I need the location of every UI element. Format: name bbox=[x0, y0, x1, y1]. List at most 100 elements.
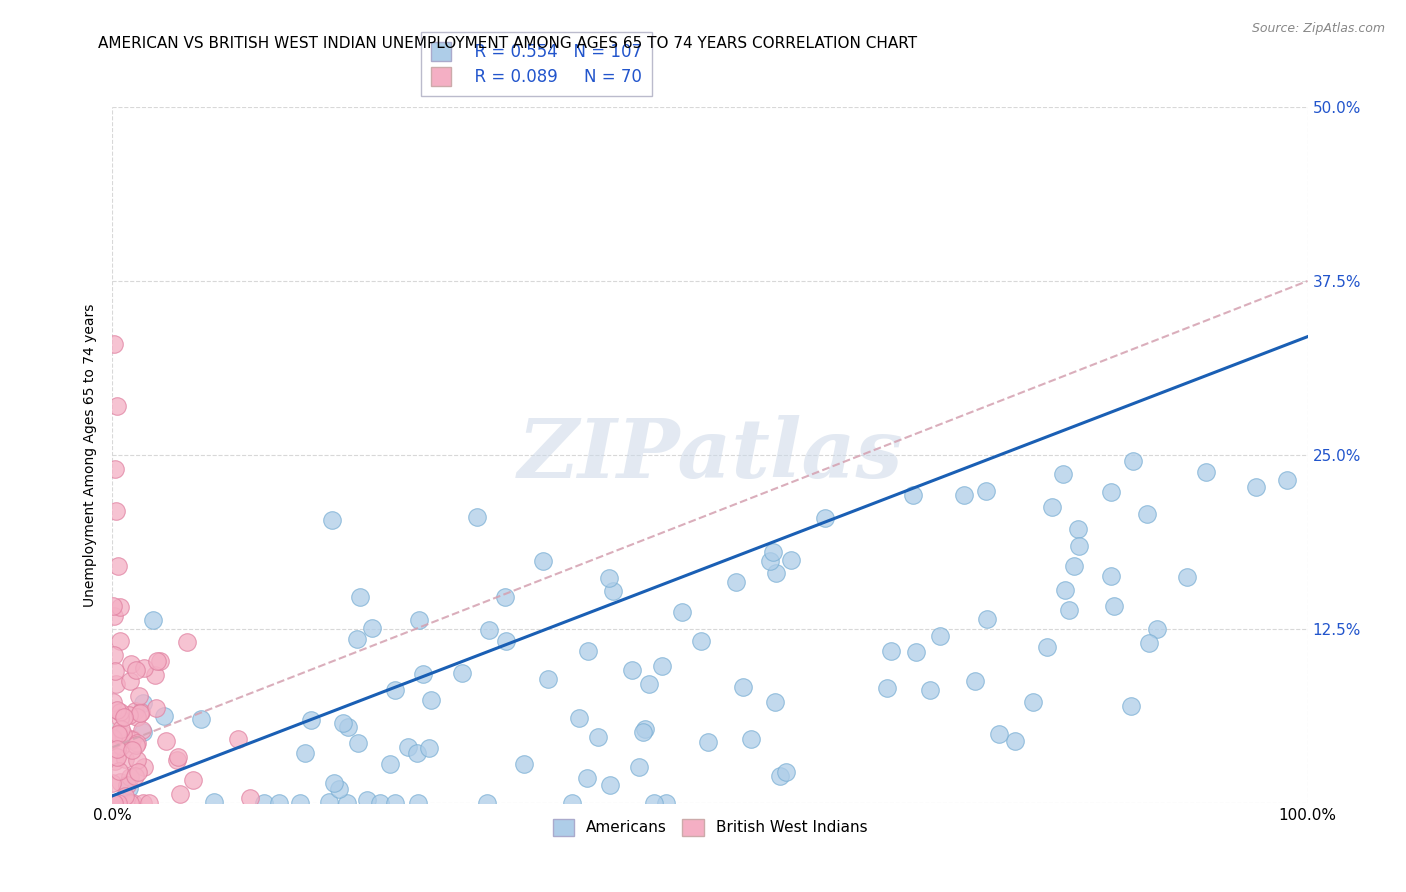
Point bbox=[537, 673, 560, 687]
Point bbox=[142, 613, 165, 627]
Point bbox=[103, 796, 125, 810]
Point bbox=[412, 666, 434, 681]
Point bbox=[586, 731, 609, 745]
Point bbox=[769, 769, 792, 783]
Point bbox=[671, 605, 693, 619]
Point bbox=[1119, 699, 1142, 714]
Point bbox=[478, 623, 501, 637]
Point bbox=[1104, 599, 1126, 614]
Point bbox=[1175, 570, 1198, 584]
Point bbox=[905, 645, 928, 659]
Point bbox=[1057, 603, 1080, 617]
Point bbox=[1194, 465, 1216, 479]
Point bbox=[762, 545, 785, 559]
Point bbox=[1004, 733, 1026, 747]
Point bbox=[114, 752, 136, 766]
Point bbox=[495, 634, 517, 648]
Point bbox=[129, 705, 152, 719]
Point bbox=[169, 787, 191, 801]
Point bbox=[107, 559, 129, 574]
Point bbox=[406, 746, 429, 760]
Point bbox=[637, 676, 659, 690]
Point bbox=[1122, 453, 1144, 467]
Point bbox=[1146, 622, 1168, 636]
Text: Source: ZipAtlas.com: Source: ZipAtlas.com bbox=[1251, 22, 1385, 36]
Point bbox=[134, 660, 156, 674]
Point bbox=[1035, 640, 1057, 654]
Point bbox=[322, 776, 344, 790]
Point bbox=[918, 682, 941, 697]
Point bbox=[494, 591, 516, 605]
Point bbox=[814, 511, 837, 525]
Point bbox=[115, 778, 138, 792]
Point bbox=[1099, 568, 1122, 582]
Point bbox=[602, 584, 624, 599]
Point bbox=[127, 764, 149, 779]
Point bbox=[876, 681, 898, 696]
Point bbox=[128, 689, 150, 703]
Point bbox=[269, 796, 291, 810]
Point bbox=[176, 635, 198, 649]
Point bbox=[149, 655, 172, 669]
Point bbox=[631, 724, 654, 739]
Point bbox=[101, 731, 124, 745]
Point bbox=[121, 731, 143, 746]
Point bbox=[101, 695, 124, 709]
Point bbox=[336, 796, 359, 810]
Point bbox=[780, 552, 803, 566]
Point bbox=[740, 731, 762, 746]
Point bbox=[408, 613, 430, 627]
Point bbox=[378, 757, 401, 772]
Point bbox=[132, 724, 155, 739]
Point bbox=[356, 792, 378, 806]
Point bbox=[347, 736, 370, 750]
Point bbox=[127, 736, 149, 750]
Point bbox=[129, 706, 152, 720]
Point bbox=[125, 664, 148, 678]
Point bbox=[763, 695, 786, 709]
Point bbox=[568, 711, 591, 725]
Point bbox=[1063, 558, 1085, 573]
Point bbox=[104, 755, 127, 769]
Point bbox=[108, 600, 131, 615]
Point bbox=[1067, 539, 1090, 553]
Point bbox=[101, 731, 124, 746]
Point bbox=[953, 488, 976, 502]
Point bbox=[578, 644, 600, 658]
Point bbox=[118, 674, 141, 689]
Point bbox=[125, 753, 148, 767]
Point bbox=[655, 796, 678, 810]
Point bbox=[112, 727, 135, 741]
Point bbox=[167, 750, 190, 764]
Point bbox=[418, 741, 440, 756]
Point bbox=[181, 772, 204, 787]
Point bbox=[901, 488, 924, 502]
Point bbox=[239, 790, 262, 805]
Point bbox=[101, 599, 124, 613]
Point bbox=[643, 796, 665, 810]
Point bbox=[108, 711, 131, 725]
Point bbox=[131, 723, 153, 738]
Point bbox=[105, 742, 128, 756]
Point bbox=[733, 680, 755, 694]
Point bbox=[929, 629, 952, 643]
Point bbox=[125, 710, 148, 724]
Point bbox=[328, 781, 350, 796]
Point bbox=[337, 720, 360, 734]
Point bbox=[599, 779, 621, 793]
Point bbox=[110, 739, 132, 753]
Point bbox=[419, 693, 441, 707]
Point bbox=[105, 503, 128, 517]
Point bbox=[299, 713, 322, 727]
Point bbox=[121, 743, 143, 757]
Point bbox=[103, 648, 125, 662]
Point bbox=[108, 633, 131, 648]
Point bbox=[103, 796, 125, 810]
Point bbox=[634, 722, 657, 736]
Point bbox=[651, 659, 673, 673]
Point bbox=[1040, 500, 1063, 514]
Point bbox=[108, 726, 131, 740]
Point bbox=[349, 590, 371, 604]
Point bbox=[880, 644, 903, 658]
Point bbox=[101, 776, 124, 790]
